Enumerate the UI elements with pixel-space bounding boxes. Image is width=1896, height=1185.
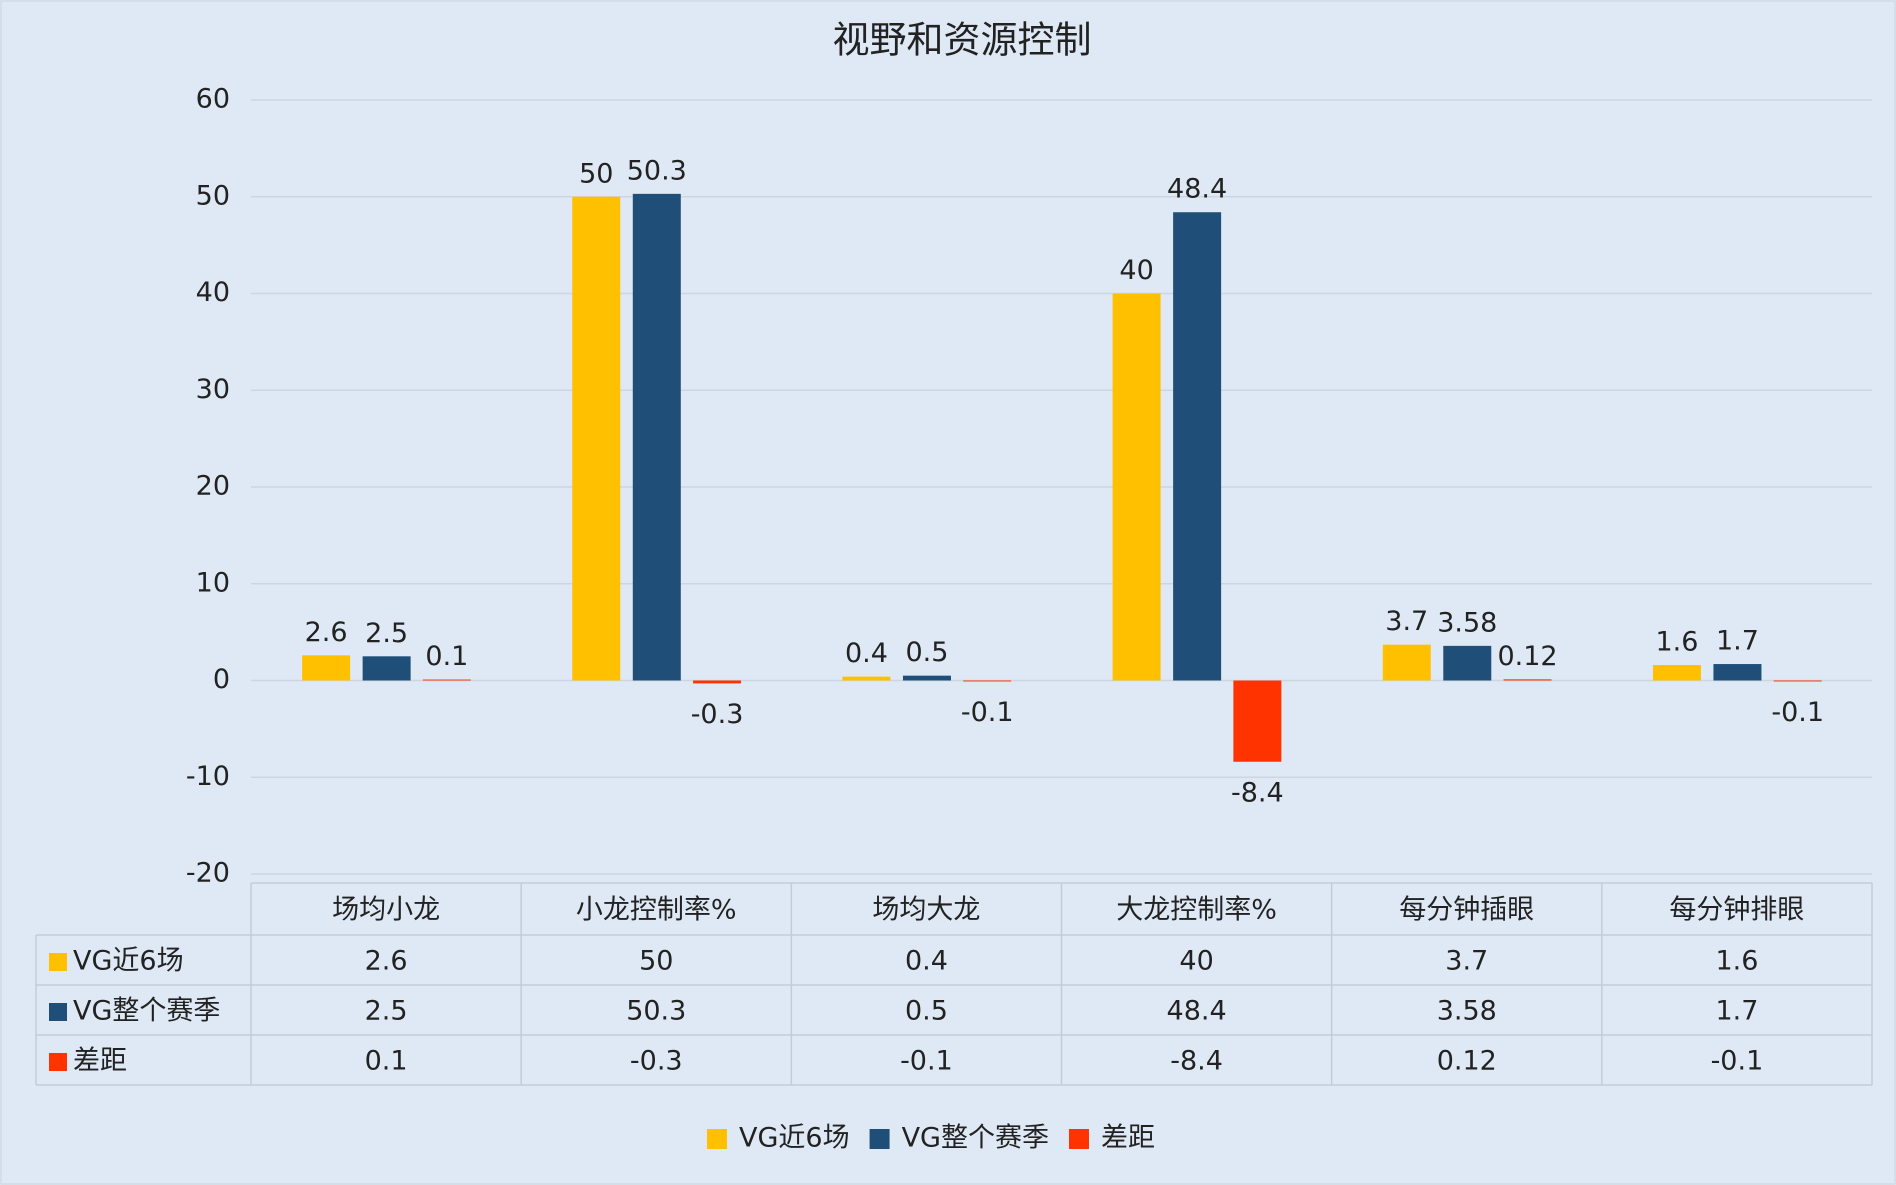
data-label: 50.3: [627, 155, 687, 186]
table-cell: 48.4: [1167, 996, 1227, 1027]
y-tick-label: 30: [196, 374, 230, 405]
data-label: 3.58: [1437, 607, 1497, 638]
table-cell: 50.3: [626, 996, 686, 1027]
table-cell: 1.6: [1715, 946, 1758, 977]
table-header: 每分钟排眼: [1669, 895, 1804, 926]
bar: [572, 196, 621, 681]
data-label: 1.7: [1716, 626, 1759, 657]
data-label: 0.5: [905, 637, 948, 668]
table-header: 场均大龙: [872, 895, 980, 926]
table-legend-key: [49, 1003, 67, 1021]
table-cell: 1.7: [1715, 996, 1758, 1027]
bar: [1503, 679, 1552, 681]
table-cell: 2.6: [365, 946, 408, 977]
table-header: 小龙控制率%: [576, 895, 737, 926]
bar: [693, 680, 742, 684]
bar: [1443, 645, 1492, 681]
legend-label: VG近6场: [739, 1123, 850, 1154]
table-row-label: VG整个赛季: [73, 996, 220, 1027]
y-tick-label: 20: [196, 471, 230, 502]
table-cell: -0.1: [1711, 1046, 1764, 1077]
table-row-label: 差距: [73, 1046, 127, 1077]
y-tick-label: 50: [196, 180, 230, 211]
table-cell: 3.58: [1437, 996, 1497, 1027]
legend-key: [869, 1129, 890, 1149]
legend-key: [1068, 1129, 1089, 1149]
data-label: 48.4: [1167, 174, 1227, 205]
bar: [1233, 680, 1282, 762]
table-cell: 3.7: [1445, 946, 1488, 977]
table-cell: 0.4: [905, 946, 948, 977]
data-label: -0.3: [691, 699, 744, 730]
y-tick-label: 40: [196, 277, 230, 308]
table-cell: 0.12: [1437, 1046, 1497, 1077]
table-header: 每分钟插眼: [1399, 895, 1534, 926]
bar: [1773, 680, 1822, 682]
y-tick-label: -20: [186, 858, 230, 889]
table-cell: -8.4: [1170, 1046, 1223, 1077]
bar: [632, 193, 681, 681]
table-cell: -0.1: [900, 1046, 953, 1077]
bar: [842, 676, 891, 681]
bar: [362, 656, 411, 681]
table-cell: 2.5: [365, 996, 408, 1027]
data-label: 40: [1119, 255, 1153, 286]
data-label: 1.6: [1655, 627, 1698, 658]
y-tick-label: 60: [196, 84, 230, 115]
data-label: 0.4: [845, 638, 888, 669]
bar: [302, 655, 351, 681]
data-label: 0.1: [425, 641, 468, 672]
data-label: -0.1: [1771, 697, 1824, 728]
table-cell: 40: [1179, 946, 1213, 977]
table-legend-key: [49, 953, 67, 971]
bar: [1713, 664, 1762, 681]
table-header: 场均小龙: [332, 895, 440, 926]
table-cell: -0.3: [630, 1046, 683, 1077]
table-cell: 50: [639, 946, 673, 977]
bar: [902, 675, 951, 681]
table-legend-key: [49, 1053, 67, 1071]
bar: [422, 679, 471, 681]
table-header: 大龙控制率%: [1116, 895, 1277, 926]
table-cell: 0.5: [905, 996, 948, 1027]
legend-key: [707, 1129, 727, 1149]
data-label: -0.1: [961, 697, 1014, 728]
table-cell: 0.1: [365, 1046, 408, 1077]
table-row-label: VG近6场: [73, 946, 184, 977]
y-tick-label: 0: [213, 664, 230, 695]
bar: [1382, 644, 1431, 681]
legend-label: 差距: [1101, 1123, 1155, 1154]
bar: [1652, 665, 1701, 681]
chart-title: 视野和资源控制: [833, 19, 1092, 62]
data-label: 2.6: [305, 617, 348, 648]
bar: [1173, 212, 1222, 681]
data-label: 0.12: [1497, 641, 1557, 672]
bar: [1112, 293, 1161, 681]
data-label: 2.5: [365, 618, 408, 649]
legend-label: VG整个赛季: [902, 1123, 1049, 1154]
data-label: 50: [579, 158, 613, 189]
data-label: 3.7: [1385, 606, 1428, 637]
data-label: -8.4: [1231, 777, 1284, 808]
y-tick-label: -10: [186, 761, 230, 792]
y-tick-label: 10: [196, 567, 230, 598]
bar: [963, 680, 1012, 682]
